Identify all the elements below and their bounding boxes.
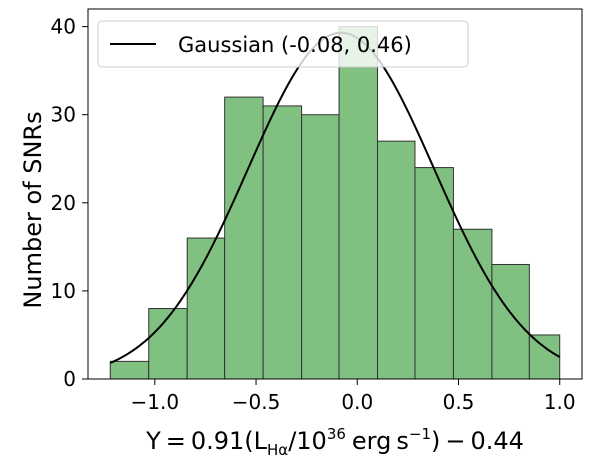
histogram-bar-0: [109, 360, 150, 380]
x-tick-label: 0.0: [341, 390, 373, 414]
histogram-bar-11: [528, 334, 561, 380]
histogram-bar-2: [186, 237, 226, 380]
y-tick-label: 10: [51, 279, 76, 303]
x-axis-label: Y = 0.91(LHα/1036 erg s−1) −0.44: [145, 425, 524, 459]
x-tick-label: −1.0: [131, 390, 180, 414]
histogram-bar-6: [338, 26, 379, 380]
x-axis-ticks: −1.0 −0.5 0.0 0.5 1.0: [131, 379, 576, 414]
histogram-bar-1: [148, 308, 188, 380]
x-tick-label: 0.5: [443, 390, 475, 414]
y-tick-label: 40: [51, 15, 76, 39]
y-tick-label: 0: [63, 367, 76, 391]
y-tick-label: 30: [51, 103, 76, 127]
histogram-bar-8: [414, 167, 454, 380]
histogram-bar-4: [262, 105, 303, 380]
legend: Gaussian (-0.08, 0.46): [97, 20, 469, 68]
x-tick-label: 1.0: [544, 390, 576, 414]
legend-box: [97, 20, 469, 68]
histogram-bar-10: [491, 263, 530, 380]
histogram-bar-5: [301, 114, 340, 380]
y-axis-label: Number of SNRs: [19, 111, 47, 308]
legend-label: Gaussian (-0.08, 0.46): [178, 33, 412, 57]
histogram-bar-9: [452, 228, 493, 380]
y-tick-label: 20: [51, 191, 76, 215]
histogram-bars: [109, 26, 561, 380]
histogram-bar-7: [377, 140, 416, 380]
histogram-bar-3: [224, 96, 264, 380]
plot-frame: [87, 8, 583, 380]
x-tick-label: −0.5: [232, 390, 281, 414]
y-axis-ticks: 0 10 20 30 40: [51, 15, 88, 391]
